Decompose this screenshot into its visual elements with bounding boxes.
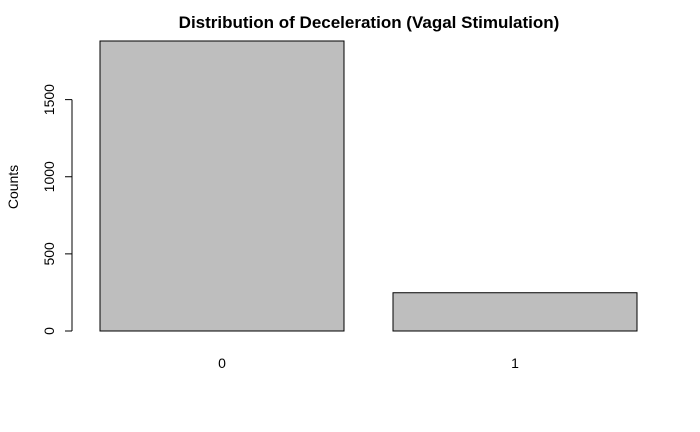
bar-0 (99, 40, 345, 332)
y-axis-label: Counts (5, 165, 21, 209)
y-tick-label: 0 (41, 327, 57, 335)
x-tick-label: 1 (511, 355, 519, 371)
bars (99, 40, 638, 332)
bar-1 (392, 292, 638, 332)
chart-title: Distribution of Deceleration (Vagal Stim… (179, 13, 560, 32)
y-tick-label: 1500 (41, 84, 57, 115)
y-tick-label: 500 (41, 242, 57, 266)
x-tick-label: 0 (218, 355, 226, 371)
y-tick-label: 1000 (41, 161, 57, 192)
y-axis: 0 500 1000 1500 (41, 84, 73, 335)
